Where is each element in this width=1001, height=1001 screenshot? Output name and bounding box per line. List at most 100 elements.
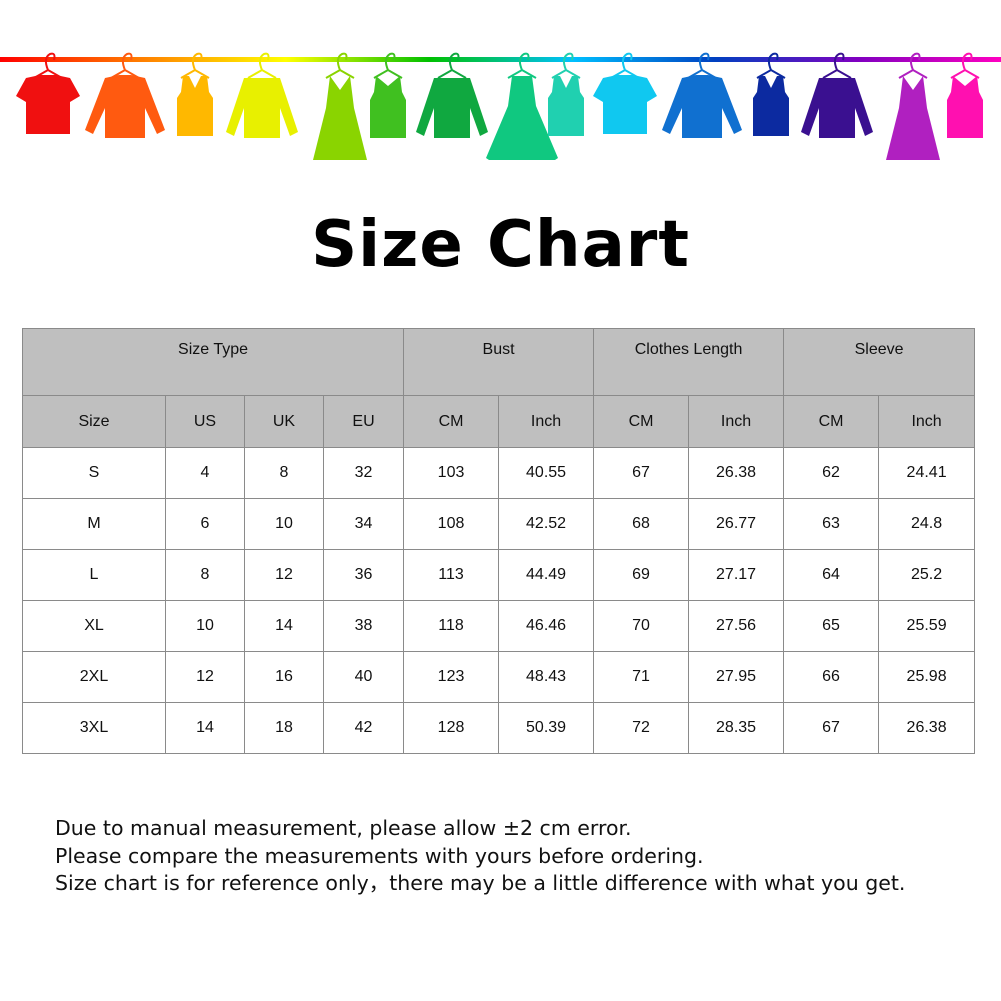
garment-shape (662, 75, 742, 138)
column-header-cell: CM (403, 395, 500, 448)
garment-shape (416, 78, 488, 138)
table-cell: 27.17 (688, 549, 785, 601)
group-header-cell: Bust (403, 328, 595, 396)
column-header-cell: Inch (688, 395, 785, 448)
page-title: Size Chart (311, 208, 690, 282)
group-header-cell: Clothes Length (593, 328, 785, 396)
garment-tankdress-icon (947, 52, 983, 138)
table-cell: 67 (783, 702, 880, 754)
table-cell: 14 (244, 600, 324, 652)
hanger-icon (687, 52, 717, 79)
table-cell: 66 (783, 651, 880, 703)
table-cell: 4 (165, 447, 245, 499)
hanger-icon (247, 52, 277, 79)
table-cell: 12 (244, 549, 324, 601)
table-row: L 8 12 36 113 44.49 69 27.17 64 25.2 (22, 549, 976, 601)
garment-dress-icon (313, 52, 367, 160)
garment-shape (886, 76, 940, 160)
table-cell: 3XL (22, 702, 166, 754)
table-cell: 67 (593, 447, 690, 499)
table-cell: 42.52 (498, 498, 595, 550)
garment-shape (947, 76, 983, 138)
table-cell: 71 (593, 651, 690, 703)
table-cell: 25.2 (878, 549, 976, 601)
table-cell: M (22, 498, 166, 550)
table-cell: 26.38 (688, 447, 785, 499)
table-cell: 12 (165, 651, 245, 703)
garment-tank-icon (753, 52, 789, 136)
garment-shape (593, 75, 657, 134)
table-cell: 63 (783, 498, 880, 550)
column-header-cell: UK (244, 395, 324, 448)
table-cell: 32 (322, 447, 405, 499)
hanger-icon (507, 52, 537, 79)
column-header-cell: Size (22, 395, 166, 448)
table-cell: 14 (165, 702, 245, 754)
hanger-icon (110, 52, 140, 79)
table-cell: 40.55 (498, 447, 595, 499)
garment-shape (753, 76, 789, 136)
garment-shape (548, 76, 584, 136)
table-cell: 25.98 (878, 651, 976, 703)
hanger-icon (437, 52, 467, 79)
table-cell: 62 (783, 447, 880, 499)
group-header-row: Size Type Bust Clothes Length Sleeve (21, 328, 976, 396)
table-row: M 6 10 34 108 42.52 68 26.77 63 24.8 (22, 498, 976, 550)
clothesline-banner (0, 52, 1001, 160)
garment-shape (85, 75, 165, 138)
garment-tank-icon (548, 52, 584, 136)
table-row: XL 10 14 38 118 46.46 70 27.56 65 25.59 (22, 600, 976, 652)
garment-shape (313, 76, 367, 160)
garment-sweater-icon (416, 52, 488, 138)
table-cell: 24.41 (878, 447, 976, 499)
table-row: 3XL 14 18 42 128 50.39 72 28.35 67 26.38 (22, 702, 976, 754)
garment-shirt-icon (85, 52, 165, 138)
table-cell: 6 (165, 498, 245, 550)
table-cell: 65 (783, 600, 880, 652)
table-cell: 72 (593, 702, 690, 754)
table-cell: S (22, 447, 166, 499)
garment-ballgown-icon (486, 52, 558, 160)
clothesline (0, 57, 1001, 62)
table-row: 2XL 12 16 40 123 48.43 71 27.95 66 25.98 (22, 651, 976, 703)
hanger-icon (756, 52, 786, 79)
garment-shape (226, 78, 298, 138)
garment-tshirt-icon (16, 52, 80, 134)
table-cell: 123 (403, 651, 500, 703)
table-cell: 10 (165, 600, 245, 652)
garment-dress-icon (886, 52, 940, 160)
table-cell: L (22, 549, 166, 601)
table-row: S 4 8 32 103 40.55 67 26.38 62 24.41 (22, 447, 976, 499)
hanger-icon (822, 52, 852, 79)
hanger-icon (325, 52, 355, 79)
garment-shape (801, 78, 873, 138)
garment-tshirt-icon (593, 52, 657, 134)
garment-shape (370, 76, 406, 138)
table-cell: XL (22, 600, 166, 652)
table-cell: 42 (322, 702, 405, 754)
note-line: Due to manual measurement, please allow … (55, 816, 632, 840)
table-cell: 46.46 (498, 600, 595, 652)
table-cell: 8 (165, 549, 245, 601)
table-cell: 103 (403, 447, 500, 499)
table-cell: 18 (244, 702, 324, 754)
hanger-icon (180, 52, 210, 79)
table-cell: 34 (322, 498, 405, 550)
table-cell: 64 (783, 549, 880, 601)
hanger-icon (373, 52, 403, 79)
hanger-icon (950, 52, 980, 79)
table-cell: 44.49 (498, 549, 595, 601)
garment-shape (16, 75, 80, 134)
table-cell: 2XL (22, 651, 166, 703)
column-header-cell: CM (783, 395, 880, 448)
garment-shape (177, 76, 213, 136)
table-cell: 10 (244, 498, 324, 550)
table-cell: 25.59 (878, 600, 976, 652)
column-header-cell: Inch (878, 395, 976, 448)
table-cell: 128 (403, 702, 500, 754)
table-cell: 118 (403, 600, 500, 652)
table-cell: 27.56 (688, 600, 785, 652)
table-cell: 28.35 (688, 702, 785, 754)
table-cell: 38 (322, 600, 405, 652)
table-cell: 48.43 (498, 651, 595, 703)
